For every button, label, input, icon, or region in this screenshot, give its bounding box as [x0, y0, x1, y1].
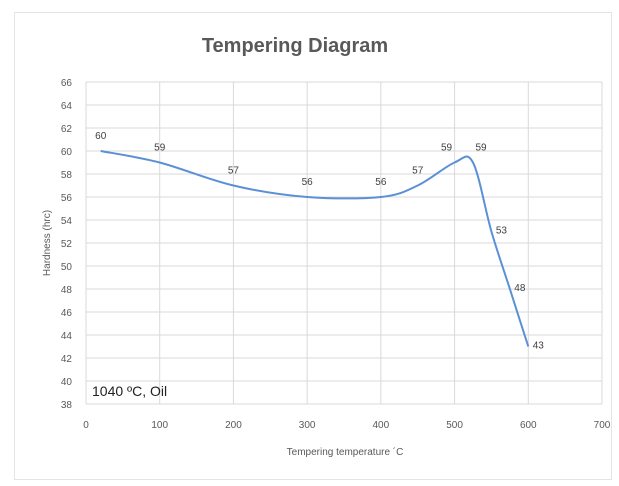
- data-label: 60: [95, 131, 107, 142]
- y-tick-label: 42: [61, 354, 73, 365]
- data-label: 59: [154, 143, 166, 154]
- x-tick-label: 0: [83, 420, 89, 431]
- y-tick-label: 62: [61, 124, 73, 135]
- x-tick-label: 500: [446, 420, 463, 431]
- data-label: 57: [228, 166, 240, 177]
- y-tick-label: 50: [61, 262, 73, 273]
- data-label: 43: [533, 341, 545, 352]
- y-tick-label: 44: [61, 331, 73, 342]
- chart-title: Tempering Diagram: [202, 35, 388, 57]
- y-tick-label: 40: [61, 377, 73, 388]
- y-tick-label: 64: [61, 101, 73, 112]
- data-label: 48: [514, 283, 526, 294]
- x-axis-title: Tempering temperature ´C: [287, 446, 404, 458]
- data-label: 59: [475, 143, 487, 154]
- y-tick-label: 48: [61, 285, 73, 296]
- x-tick-label: 300: [299, 420, 316, 431]
- x-tick-label: 100: [151, 420, 168, 431]
- y-tick-label: 46: [61, 308, 73, 319]
- x-tick-label: 600: [520, 420, 537, 431]
- data-label: 59: [441, 143, 453, 154]
- x-tick-label: 200: [225, 420, 242, 431]
- data-label: 53: [496, 226, 508, 237]
- y-tick-label: 60: [61, 147, 73, 158]
- series-line: [100, 150, 530, 347]
- data-label: 56: [375, 177, 387, 188]
- chart-frame: [14, 12, 612, 480]
- y-axis-title: Hardness (hrc): [42, 210, 53, 276]
- y-tick-label: 54: [61, 216, 73, 227]
- x-tick-label: 400: [373, 420, 390, 431]
- data-label: 56: [302, 177, 314, 188]
- y-tick-label: 38: [61, 400, 73, 411]
- x-tick-label: 700: [594, 420, 611, 431]
- data-labels: 60 59 57 56 56 57 59 59 53 48 43: [95, 131, 544, 352]
- y-tick-label: 66: [61, 78, 73, 89]
- y-tick-label: 56: [61, 193, 73, 204]
- data-label: 57: [412, 166, 424, 177]
- axes: 38 40 42 44 46 48 50 52 54 56 58 60 62 64 66 0 100 200 300…: [61, 78, 611, 431]
- grid: [85, 81, 603, 405]
- annotation-1040c-oil: 1040 ºC, Oil: [92, 383, 167, 399]
- y-tick-label: 58: [61, 170, 73, 181]
- y-tick-label: 52: [61, 239, 73, 250]
